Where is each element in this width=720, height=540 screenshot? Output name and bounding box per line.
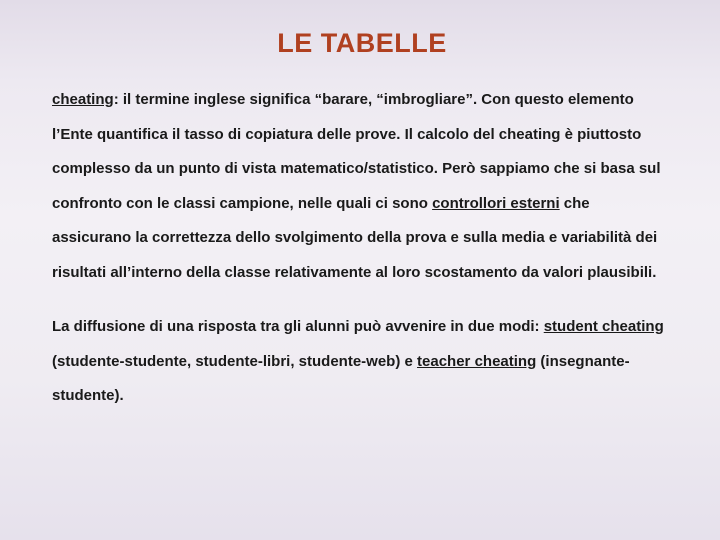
paragraph-2: La diffusione di una risposta tra gli al… <box>52 310 672 414</box>
underline-cheating: cheating <box>52 91 114 108</box>
para2-text-b: (studente-studente, studente-libri, stud… <box>52 353 417 370</box>
underline-student-cheating: student cheating <box>544 318 664 335</box>
underline-controllori: controllori esterni <box>432 195 560 212</box>
para1-text-a: : il termine inglese significa “barare, … <box>52 91 661 212</box>
paragraph-1: cheating: il termine inglese significa “… <box>52 83 672 290</box>
para2-text-a: La diffusione di una risposta tra gli al… <box>52 318 544 335</box>
slide-title: LE TABELLE <box>52 28 672 59</box>
slide-container: LE TABELLE cheating: il termine inglese … <box>0 0 720 540</box>
underline-teacher-cheating: teacher cheating <box>417 353 536 370</box>
